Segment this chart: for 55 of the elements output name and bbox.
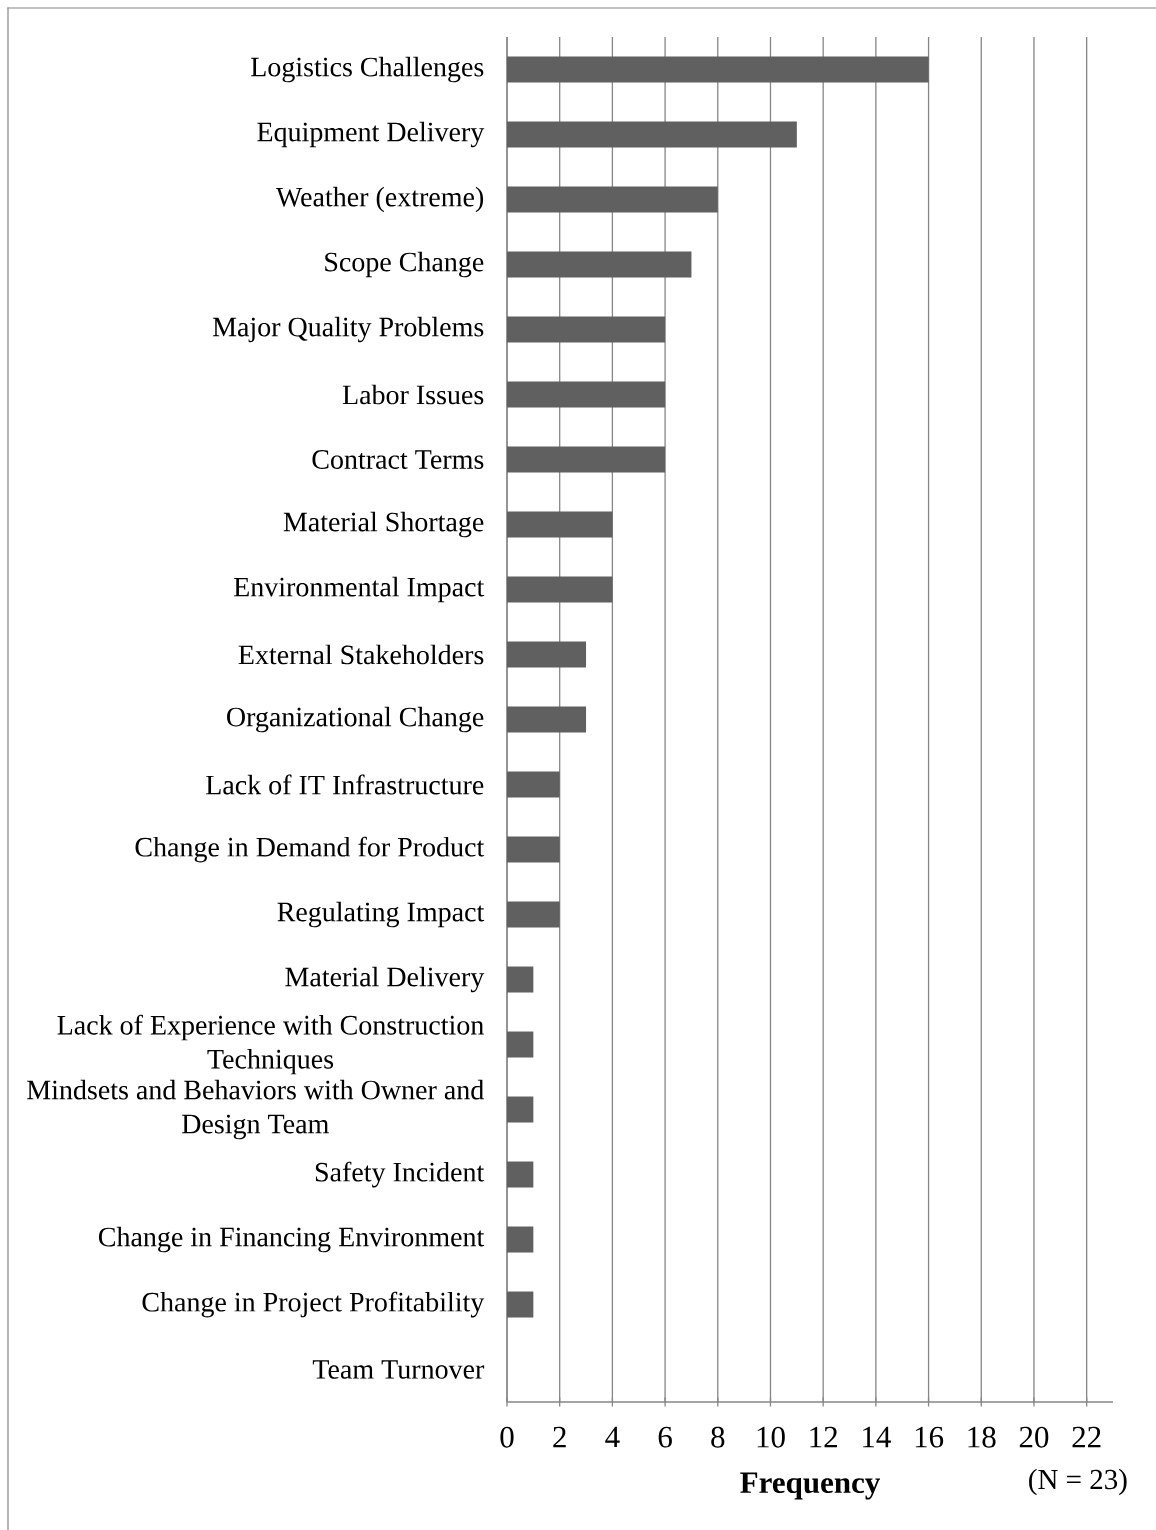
bar: [507, 1161, 534, 1188]
y-tick-label: Material Delivery: [285, 966, 485, 993]
bar: [507, 901, 560, 928]
bar: [507, 251, 692, 278]
bar: [507, 316, 666, 343]
y-tick-label: Regulating Impact: [277, 901, 485, 928]
bar: [507, 1226, 534, 1253]
bar: [507, 1031, 534, 1058]
y-tick-label: Mindsets and Behaviors with Owner and Design Team: [27, 1079, 484, 1140]
y-tick-label: Safety Incident: [315, 1161, 485, 1188]
bar: [507, 186, 718, 213]
x-tick-label: 16: [915, 1426, 944, 1448]
bar: [507, 511, 613, 538]
bar: [507, 836, 560, 863]
x-tick-label: 8: [711, 1426, 725, 1448]
y-tick-label: External Stakeholders: [238, 644, 484, 665]
y-tick-label: Lack of IT Infrastructure: [206, 774, 484, 795]
y-tick-label: Team Turnover: [312, 1360, 485, 1379]
bar: [507, 576, 613, 603]
bar: [507, 966, 534, 993]
y-tick-label: Weather (extreme): [275, 186, 484, 213]
bar: [507, 1291, 534, 1318]
x-tick-label: 20: [1019, 1426, 1049, 1448]
x-tick-label: 10: [757, 1426, 785, 1448]
x-tick-label: 0: [500, 1426, 514, 1448]
y-tick-label: Change in Demand for Product: [135, 836, 485, 863]
y-tick-label: Scope Change: [325, 251, 484, 278]
y-tick-label: Equipment Delivery: [257, 121, 485, 148]
y-tick-label: Labor Issues: [342, 384, 484, 405]
x-tick-label: 4: [605, 1426, 620, 1448]
y-tick-label: Environmental Impact: [233, 576, 485, 603]
bar: [507, 706, 587, 733]
x-tick-label: 6: [658, 1426, 672, 1448]
y-tick-label: Logistics Challenges: [251, 56, 484, 83]
x-tick-label: 22: [1072, 1426, 1101, 1448]
y-tick-label: Material Shortage: [283, 511, 484, 538]
y-tick-label: Organizational Change: [227, 706, 484, 733]
bar: [507, 771, 560, 798]
bar: [507, 446, 666, 473]
bar: [507, 56, 929, 83]
x-tick-label: 12: [810, 1426, 837, 1448]
y-tick-label: Lack of Experience with Construction Techniques: [57, 1014, 484, 1075]
x-tick-label: 18: [968, 1426, 996, 1448]
x-tick-label: 2: [553, 1426, 566, 1448]
bar: [507, 1096, 534, 1123]
text: (N = 23): [1029, 1468, 1127, 1496]
bar: [507, 121, 797, 148]
y-tick-label: Change in Project Profitability: [142, 1291, 485, 1318]
bar: [507, 641, 587, 668]
bar: [507, 381, 666, 408]
y-tick-label: Major Quality Problems: [212, 316, 484, 343]
y-tick-label: Change in Financing Environment: [98, 1226, 485, 1253]
x-axis-title: Frequency: [740, 1472, 881, 1500]
x-tick-label: 14: [863, 1426, 891, 1448]
y-tick-label: Contract Terms: [312, 450, 484, 469]
